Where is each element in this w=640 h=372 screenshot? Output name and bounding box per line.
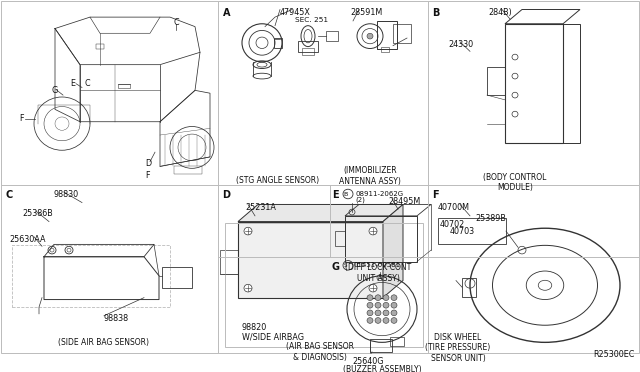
Bar	[274, 38, 282, 48]
Polygon shape	[383, 205, 403, 298]
Text: W/SIDE AIRBAG: W/SIDE AIRBAG	[242, 333, 304, 342]
Bar	[162, 267, 192, 288]
Text: 98830: 98830	[54, 190, 79, 199]
Circle shape	[367, 302, 373, 308]
Text: R25300EC: R25300EC	[594, 350, 635, 359]
Text: B: B	[432, 7, 440, 17]
Circle shape	[391, 302, 397, 308]
Bar	[174, 166, 202, 174]
Bar	[220, 250, 238, 274]
Bar	[393, 24, 411, 43]
Bar	[118, 84, 130, 89]
Text: 40703: 40703	[450, 227, 475, 236]
Text: 25389B: 25389B	[475, 214, 506, 223]
Text: 28591M: 28591M	[350, 7, 382, 17]
Bar	[96, 44, 104, 49]
Bar	[487, 67, 505, 95]
Text: G: G	[52, 86, 58, 95]
Text: 08911-2062G: 08911-2062G	[355, 191, 403, 197]
Text: (STG ANGLE SENSOR): (STG ANGLE SENSOR)	[236, 176, 319, 185]
Bar	[381, 46, 389, 52]
Bar	[225, 224, 423, 347]
Text: 25640G: 25640G	[352, 357, 383, 366]
Bar	[390, 337, 404, 346]
Bar	[377, 21, 397, 49]
Text: (BODY CONTROL
MODULE): (BODY CONTROL MODULE)	[483, 173, 547, 192]
Text: F: F	[432, 190, 438, 200]
Text: F: F	[146, 171, 150, 180]
Text: (2): (2)	[355, 197, 365, 203]
Text: B: B	[343, 192, 347, 197]
Circle shape	[375, 295, 381, 301]
Circle shape	[369, 227, 377, 235]
Circle shape	[244, 227, 252, 235]
Circle shape	[375, 318, 381, 323]
Circle shape	[367, 295, 373, 301]
Circle shape	[367, 318, 373, 323]
Text: S: S	[343, 263, 347, 268]
Bar	[238, 222, 383, 298]
Text: 25630AA: 25630AA	[9, 235, 45, 244]
Circle shape	[375, 310, 381, 316]
Circle shape	[375, 302, 381, 308]
Text: 25386B: 25386B	[22, 209, 52, 218]
Text: SEC. 251: SEC. 251	[295, 17, 328, 23]
Text: 98820: 98820	[242, 323, 268, 332]
Text: 01451-00581: 01451-00581	[354, 263, 401, 269]
Text: (IMMOBILIZER
ANTENNA ASSY): (IMMOBILIZER ANTENNA ASSY)	[339, 166, 401, 186]
Bar	[370, 339, 392, 352]
Bar	[505, 24, 563, 142]
Circle shape	[383, 310, 389, 316]
Text: E: E	[70, 79, 76, 88]
Circle shape	[367, 310, 373, 316]
Text: C: C	[6, 190, 13, 200]
Text: 24330: 24330	[448, 40, 473, 49]
Circle shape	[383, 295, 389, 301]
Text: 98838: 98838	[104, 314, 129, 323]
Text: (DIFF LOCK CONT
UNIT ASSY): (DIFF LOCK CONT UNIT ASSY)	[345, 263, 411, 283]
Text: (AIR BAG SENSOR
& DIAGNOSIS): (AIR BAG SENSOR & DIAGNOSIS)	[286, 342, 354, 362]
Bar	[335, 231, 345, 246]
Bar	[298, 41, 318, 52]
Text: 40702: 40702	[440, 220, 465, 229]
Text: 40700M: 40700M	[438, 203, 470, 212]
Text: 28495M: 28495M	[388, 197, 420, 206]
Text: A: A	[223, 7, 230, 17]
Text: 47945X: 47945X	[280, 7, 311, 17]
Text: DISK WHEEL
(TIRE PRESSURE)
SENSOR UNIT): DISK WHEEL (TIRE PRESSURE) SENSOR UNIT)	[426, 333, 491, 363]
Text: D: D	[145, 159, 151, 168]
Text: D: D	[222, 190, 230, 200]
Text: E: E	[332, 190, 339, 200]
Text: C: C	[173, 18, 179, 27]
Text: (SIDE AIR BAG SENSOR): (SIDE AIR BAG SENSOR)	[58, 338, 150, 347]
Circle shape	[391, 295, 397, 301]
Bar	[438, 218, 506, 244]
Circle shape	[383, 302, 389, 308]
Bar	[12, 246, 170, 307]
Circle shape	[369, 284, 377, 292]
Circle shape	[383, 318, 389, 323]
Text: 25231A: 25231A	[245, 203, 276, 212]
Text: C: C	[84, 79, 90, 88]
Circle shape	[244, 284, 252, 292]
Bar	[345, 216, 417, 262]
Text: 284B): 284B)	[488, 7, 512, 17]
Circle shape	[391, 310, 397, 316]
Text: G: G	[332, 262, 340, 272]
Text: (BUZZER ASSEMBLY): (BUZZER ASSEMBLY)	[342, 365, 421, 372]
Bar	[302, 48, 314, 55]
Text: F: F	[20, 114, 24, 124]
Bar	[462, 278, 476, 297]
Polygon shape	[238, 205, 403, 222]
Circle shape	[391, 318, 397, 323]
Circle shape	[367, 33, 373, 39]
Bar	[326, 31, 338, 41]
